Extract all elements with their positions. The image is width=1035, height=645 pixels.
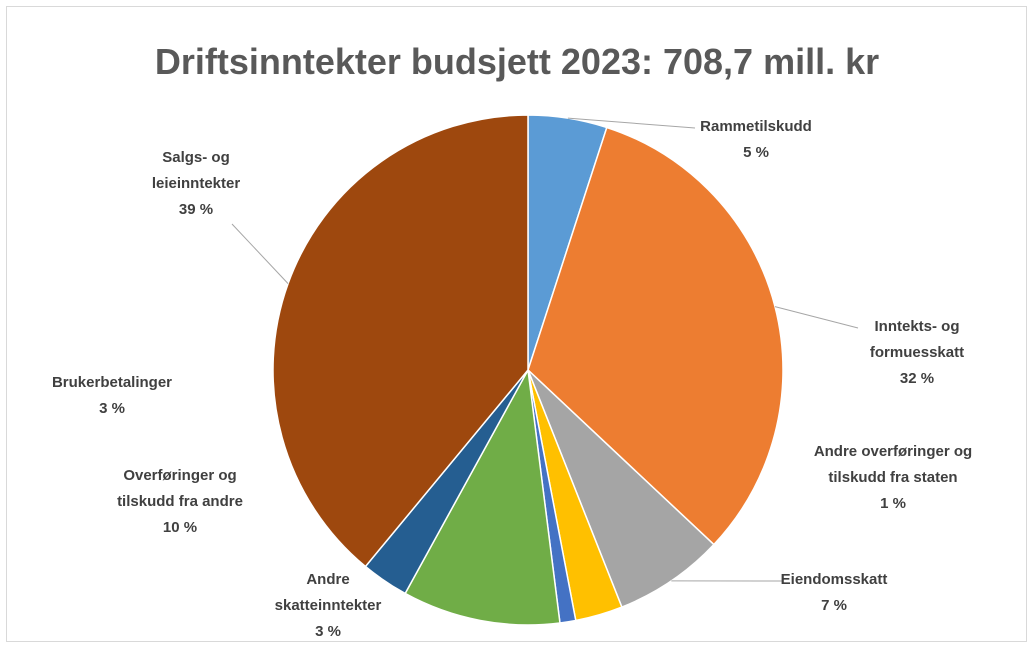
category-label: Salgs- og leieinntekter (139, 145, 254, 197)
category-label: Overføringer og tilskudd fra andre (100, 463, 260, 515)
value-label: 39 % (139, 197, 254, 223)
value-label: 3 % (263, 619, 393, 645)
category-label: Andre skatteinntekter (263, 567, 393, 619)
value-label: 3 % (32, 396, 192, 422)
value-label: 1 % (811, 491, 976, 517)
leader-line (775, 307, 858, 328)
category-label: Inntekts- og formuesskatt (852, 314, 982, 366)
value-label: 7 % (759, 593, 909, 619)
chart-title: Driftsinntekter budsjett 2023: 708,7 mil… (155, 41, 879, 82)
data-label: Andre overføringer og tilskudd fra state… (811, 439, 976, 517)
category-label: Rammetilskudd (671, 114, 841, 140)
value-label: 32 % (852, 366, 982, 392)
value-label: 5 % (671, 140, 841, 166)
value-label: 10 % (100, 515, 260, 541)
leader-line (232, 224, 288, 284)
category-label: Brukerbetalinger (32, 370, 192, 396)
category-label: Eiendomsskatt (759, 567, 909, 593)
category-label: Andre overføringer og tilskudd fra state… (811, 439, 976, 491)
